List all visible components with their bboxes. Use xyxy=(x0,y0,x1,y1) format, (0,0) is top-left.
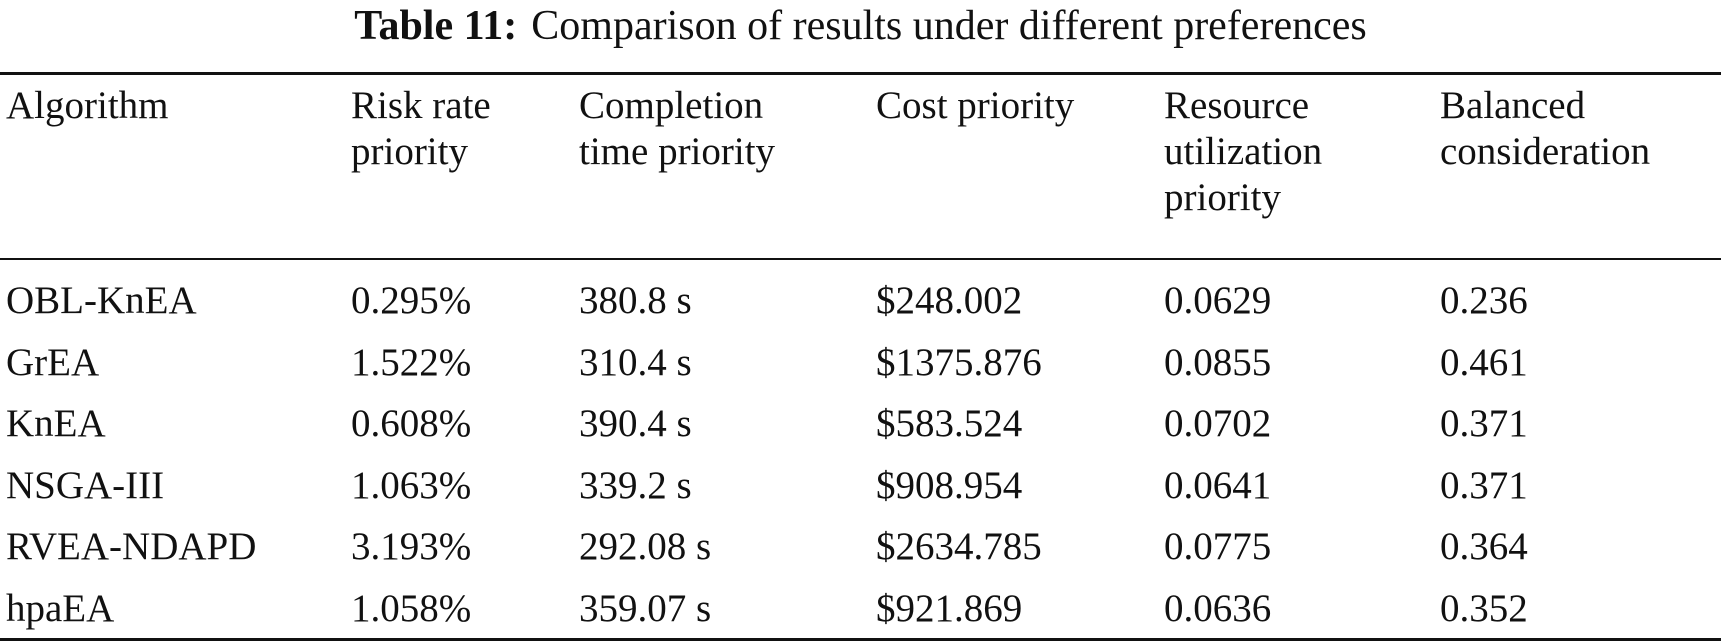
table-row: GrEA 1.522% 310.4 s $1375.876 0.0855 0.4… xyxy=(0,332,1721,394)
bottom-rule xyxy=(0,638,1721,641)
table-row: NSGA-III 1.063% 339.2 s $908.954 0.0641 … xyxy=(0,455,1721,517)
cell-cost: $2634.785 xyxy=(876,525,1042,568)
column-header-risk-rate-priority: Risk rate priority xyxy=(351,84,491,173)
cell-balanced: 0.352 xyxy=(1440,586,1528,630)
cell-time: 380.8 s xyxy=(579,279,692,322)
cell-balanced: 0.461 xyxy=(1440,340,1528,384)
cell-cost: $583.524 xyxy=(876,402,1023,445)
cell-resource: 0.0641 xyxy=(1164,463,1272,507)
cell-balanced: 0.236 xyxy=(1440,279,1528,322)
cell-cost: $248.002 xyxy=(876,279,1023,322)
column-header-algorithm: Algorithm xyxy=(6,84,169,127)
cell-risk: 3.193% xyxy=(351,525,472,568)
cell-cost: $921.869 xyxy=(876,586,1023,630)
cell-risk: 0.295% xyxy=(351,279,472,322)
cell-balanced: 0.364 xyxy=(1440,525,1528,568)
cell-algorithm: hpaEA xyxy=(6,586,115,630)
cell-algorithm: GrEA xyxy=(6,340,100,384)
cell-risk: 1.063% xyxy=(351,463,472,507)
cell-algorithm: OBL-KnEA xyxy=(6,279,197,322)
cell-algorithm: KnEA xyxy=(6,402,106,445)
table-row: RVEA-NDAPD 3.193% 292.08 s $2634.785 0.0… xyxy=(0,516,1721,578)
top-rule xyxy=(0,72,1721,75)
header-row: Algorithm Risk rate priority Completion … xyxy=(0,75,1721,266)
cell-cost: $1375.876 xyxy=(876,340,1042,384)
cell-balanced: 0.371 xyxy=(1440,463,1528,507)
cell-algorithm: NSGA-III xyxy=(6,463,165,507)
cell-time: 339.2 s xyxy=(579,463,692,507)
results-table: Algorithm Risk rate priority Completion … xyxy=(0,75,1721,639)
cell-resource: 0.0702 xyxy=(1164,402,1272,445)
table-row: OBL-KnEA 0.295% 380.8 s $248.002 0.0629 … xyxy=(0,266,1721,332)
cell-time: 310.4 s xyxy=(579,340,692,384)
cell-cost: $908.954 xyxy=(876,463,1023,507)
cell-algorithm: RVEA-NDAPD xyxy=(6,525,257,568)
table-row: KnEA 0.608% 390.4 s $583.524 0.0702 0.37… xyxy=(0,393,1721,455)
cell-risk: 0.608% xyxy=(351,402,472,445)
cell-resource: 0.0629 xyxy=(1164,279,1272,322)
cell-resource: 0.0855 xyxy=(1164,340,1272,384)
cell-resource: 0.0636 xyxy=(1164,586,1272,630)
column-header-completion-time-priority: Completion time priority xyxy=(579,84,776,173)
table-label: Table 11: xyxy=(354,3,518,49)
column-header-resource-utilization-priority: Resource utilization priority xyxy=(1164,84,1323,219)
cell-resource: 0.0775 xyxy=(1164,525,1272,568)
table-caption: Table 11: Comparison of results under dif… xyxy=(0,2,1721,50)
cell-time: 292.08 s xyxy=(579,525,712,568)
cell-risk: 1.522% xyxy=(351,340,472,384)
column-header-cost-priority: Cost priority xyxy=(876,84,1075,127)
cell-time: 359.07 s xyxy=(579,586,712,630)
column-header-balanced-consideration: Balanced consideration xyxy=(1440,84,1651,173)
cell-time: 390.4 s xyxy=(579,402,692,445)
header-rule xyxy=(0,258,1721,260)
cell-risk: 1.058% xyxy=(351,586,472,630)
table-caption-text: Comparison of results under different pr… xyxy=(531,3,1367,49)
table-row: hpaEA 1.058% 359.07 s $921.869 0.0636 0.… xyxy=(0,578,1721,640)
cell-balanced: 0.371 xyxy=(1440,402,1528,445)
